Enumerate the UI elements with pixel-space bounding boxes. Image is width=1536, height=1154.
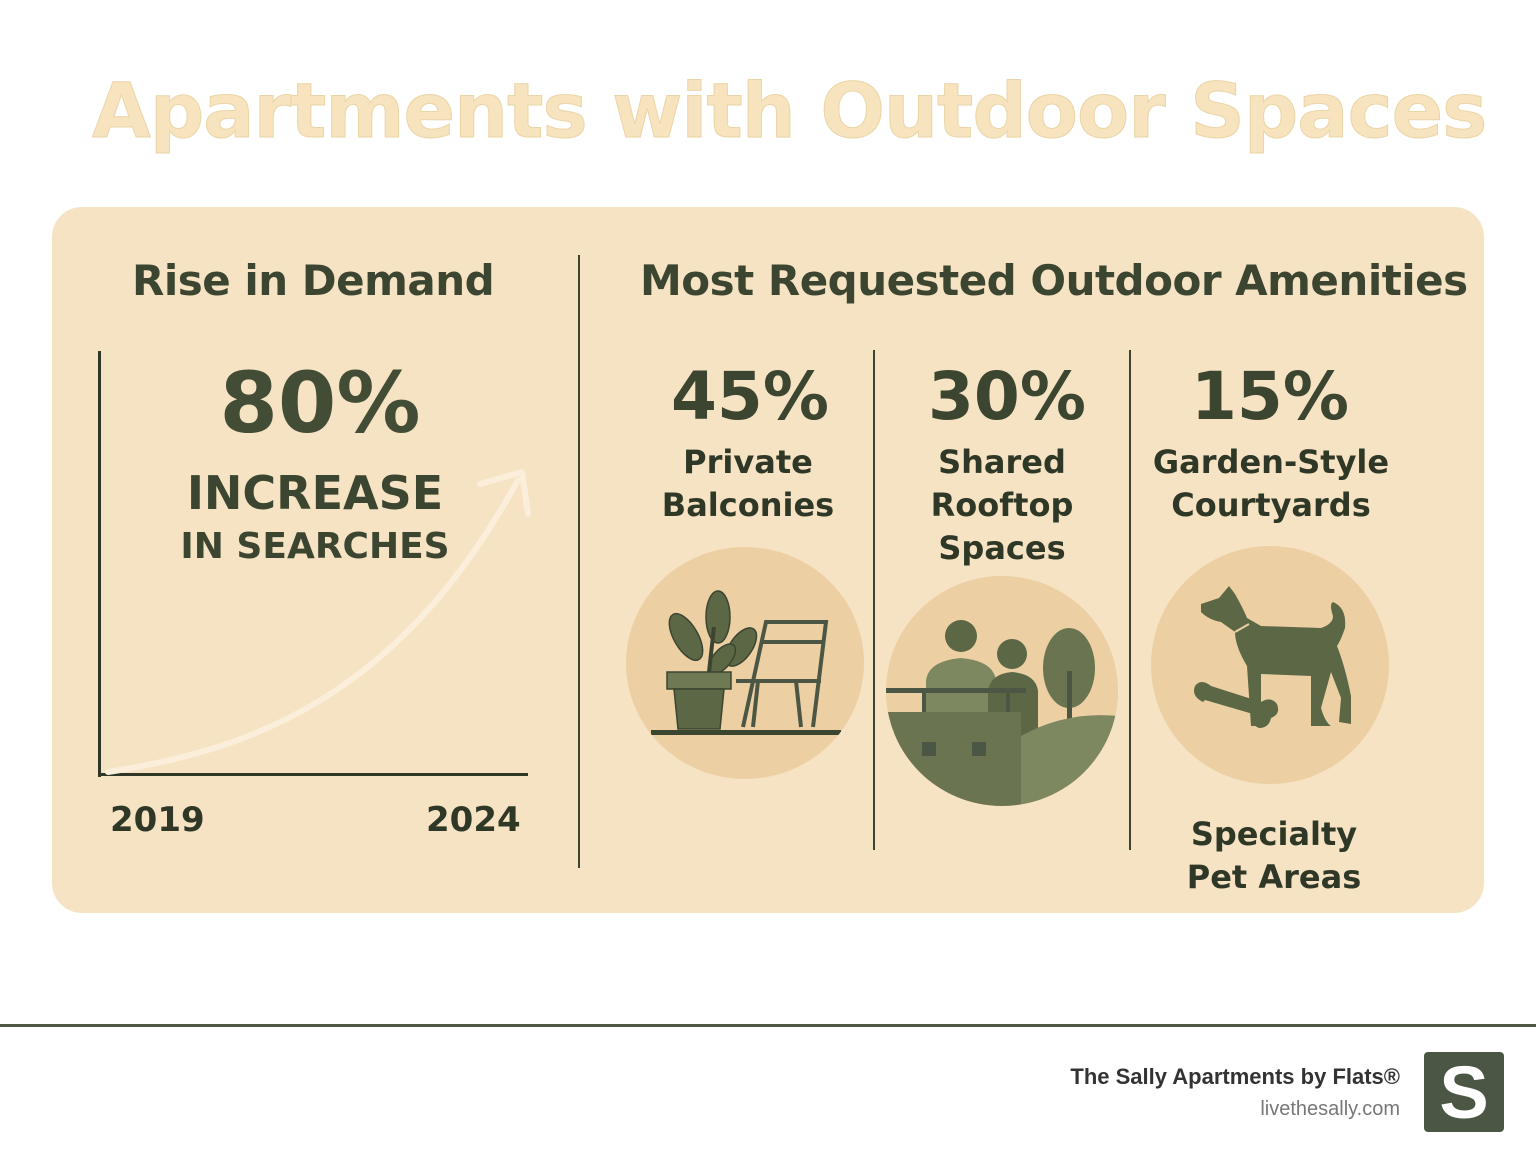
amenities-heading: Most Requested Outdoor Amenities — [640, 256, 1468, 305]
amenity-percent: 45% — [671, 358, 829, 435]
amenity-label-line: Courtyards — [1171, 486, 1371, 524]
amenity-divider — [873, 350, 875, 850]
dog-bone-icon — [1151, 546, 1389, 784]
rooftop-people-icon — [886, 576, 1118, 806]
amenity-label-line: Shared — [938, 443, 1066, 481]
brand-logo: S — [1424, 1050, 1504, 1134]
logo-letter: S — [1439, 1050, 1489, 1134]
amenity-label-line: Private — [683, 443, 813, 481]
website-link[interactable]: livethesally.com — [1260, 1098, 1400, 1120]
plant-chair-icon — [626, 547, 864, 779]
amenity-label-line: Spaces — [938, 529, 1066, 567]
x-axis-start-label: 2019 — [110, 800, 205, 840]
amenity-label-line: Specialty — [1190, 815, 1358, 853]
amenity-percent: 15% — [1191, 358, 1349, 435]
amenity-percent: 30% — [928, 358, 1086, 435]
amenity-label-line: Pet Areas — [1186, 858, 1362, 896]
x-axis-end-label: 2024 — [426, 800, 521, 840]
footer-divider — [0, 1024, 1536, 1027]
amenity-label: Garden-Style Courtyards — [1140, 441, 1402, 527]
increase-stat-value: 80% — [219, 354, 421, 452]
amenity-label: Private Balconies — [618, 441, 878, 527]
amenity-label: Shared Rooftop Spaces — [872, 441, 1132, 570]
growth-arrow-icon — [105, 469, 531, 775]
rise-in-demand-heading: Rise in Demand — [132, 256, 495, 305]
page-title: Apartments with Outdoor Spaces — [92, 66, 1488, 156]
amenity-label-line: Rooftop — [930, 486, 1074, 524]
amenity-divider — [1129, 350, 1131, 850]
chart-x-axis — [98, 773, 528, 776]
panel-divider — [578, 255, 580, 868]
increase-stat-label: INCREASE — [186, 466, 444, 520]
increase-stat-sublabel: IN SEARCHES — [180, 526, 450, 567]
amenity-extra-label: Specialty Pet Areas — [1144, 813, 1404, 899]
amenity-label-line: Garden-Style — [1152, 443, 1390, 481]
amenity-label-line: Balconies — [661, 486, 835, 524]
chart-y-axis — [98, 351, 101, 777]
brand-name: The Sally Apartments by Flats® — [1070, 1064, 1400, 1089]
